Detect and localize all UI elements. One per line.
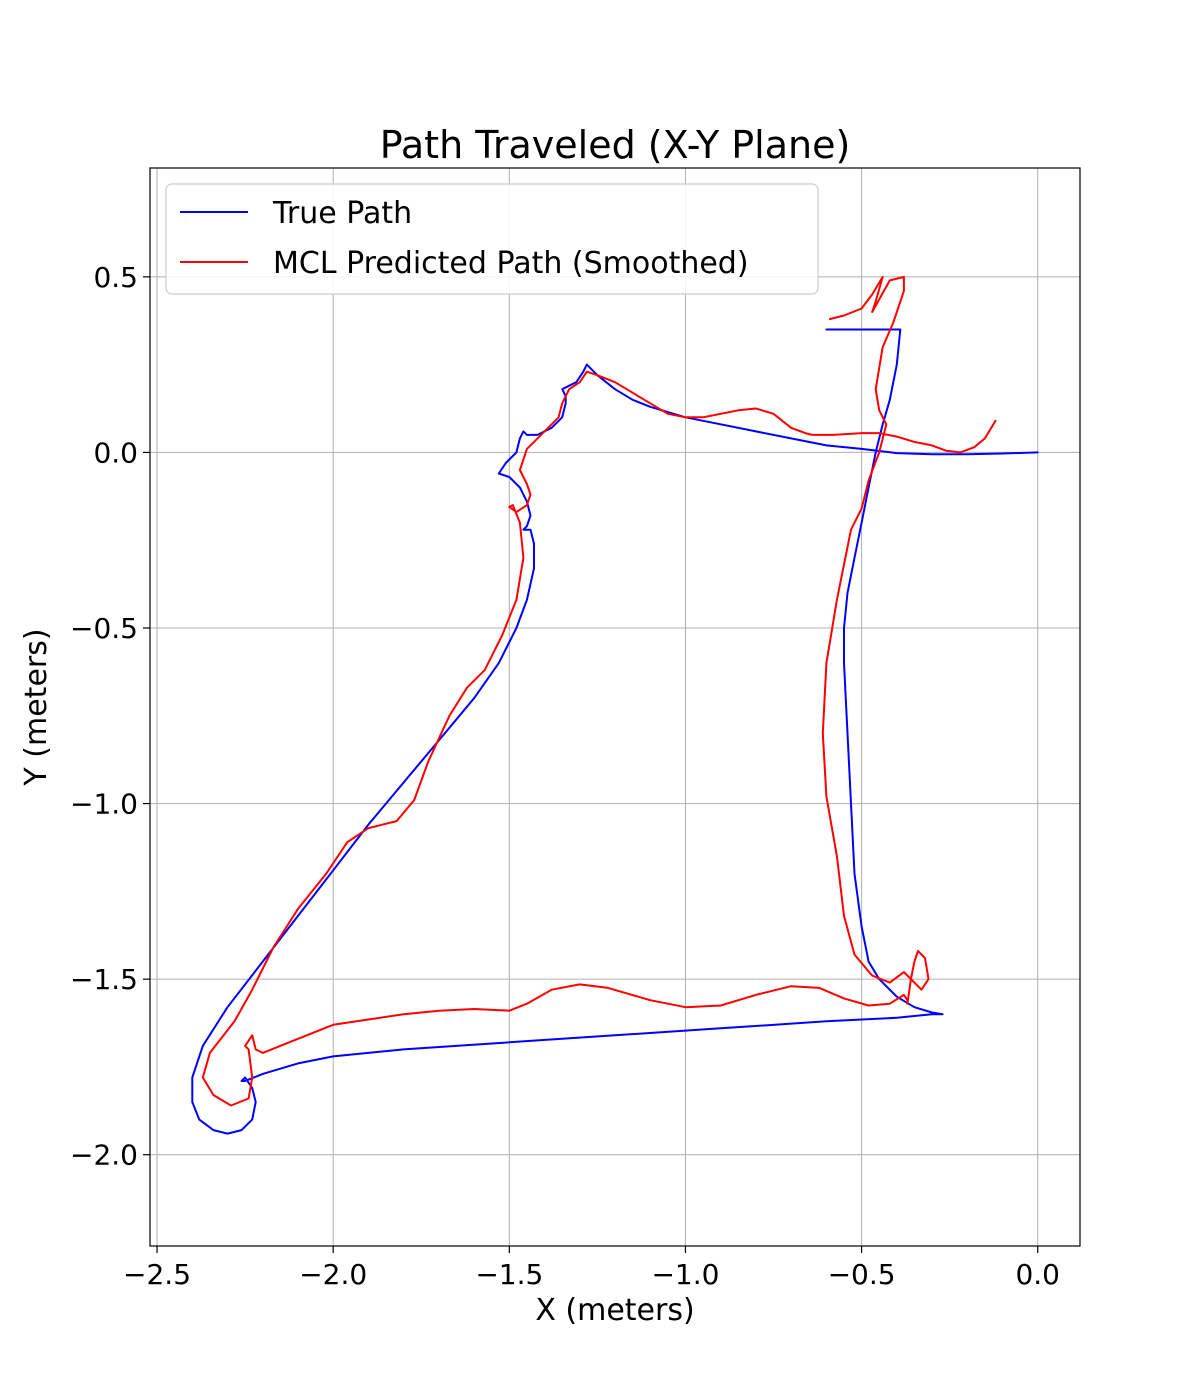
y-tick-label: −0.5	[70, 612, 138, 645]
series-line-true-path	[191, 328, 1039, 1135]
ticks: −2.5 −2.0 −1.5 −1.0 −0.5 0.0 0.5 0.0 −0.5 −1.0 −1.…	[70, 261, 1060, 1291]
x-tick-label: −1.0	[651, 1258, 719, 1291]
x-tick-label: −2.5	[123, 1258, 191, 1291]
y-tick-label: 0.5	[93, 261, 138, 294]
y-tick-label: −1.0	[70, 788, 138, 821]
legend-box	[165, 183, 819, 295]
y-tick-label: −1.5	[70, 963, 138, 996]
plot-frame	[149, 167, 1081, 1247]
grid	[150, 168, 1080, 1246]
legend-label-true-path: True Path	[272, 196, 412, 231]
series-line-mcl-predicted-path	[201, 275, 997, 1107]
x-tick-label: −1.5	[475, 1258, 543, 1291]
legend: True Path MCL Predicted Path (Smoothed)	[165, 183, 819, 295]
x-axis-title: X (meters)	[535, 1293, 694, 1328]
x-tick-label: −0.5	[828, 1258, 896, 1291]
y-axis-title: Y (meters)	[19, 628, 54, 786]
x-tick-label: 0.0	[1015, 1258, 1060, 1291]
chart-title: Path Traveled (X-Y Plane)	[380, 123, 851, 167]
legend-label-mcl-path: MCL Predicted Path (Smoothed)	[273, 246, 749, 281]
y-tick-label: 0.0	[93, 436, 138, 469]
series-layer	[191, 275, 1039, 1135]
x-tick-label: −2.0	[299, 1258, 367, 1291]
y-tick-label: −2.0	[70, 1139, 138, 1172]
